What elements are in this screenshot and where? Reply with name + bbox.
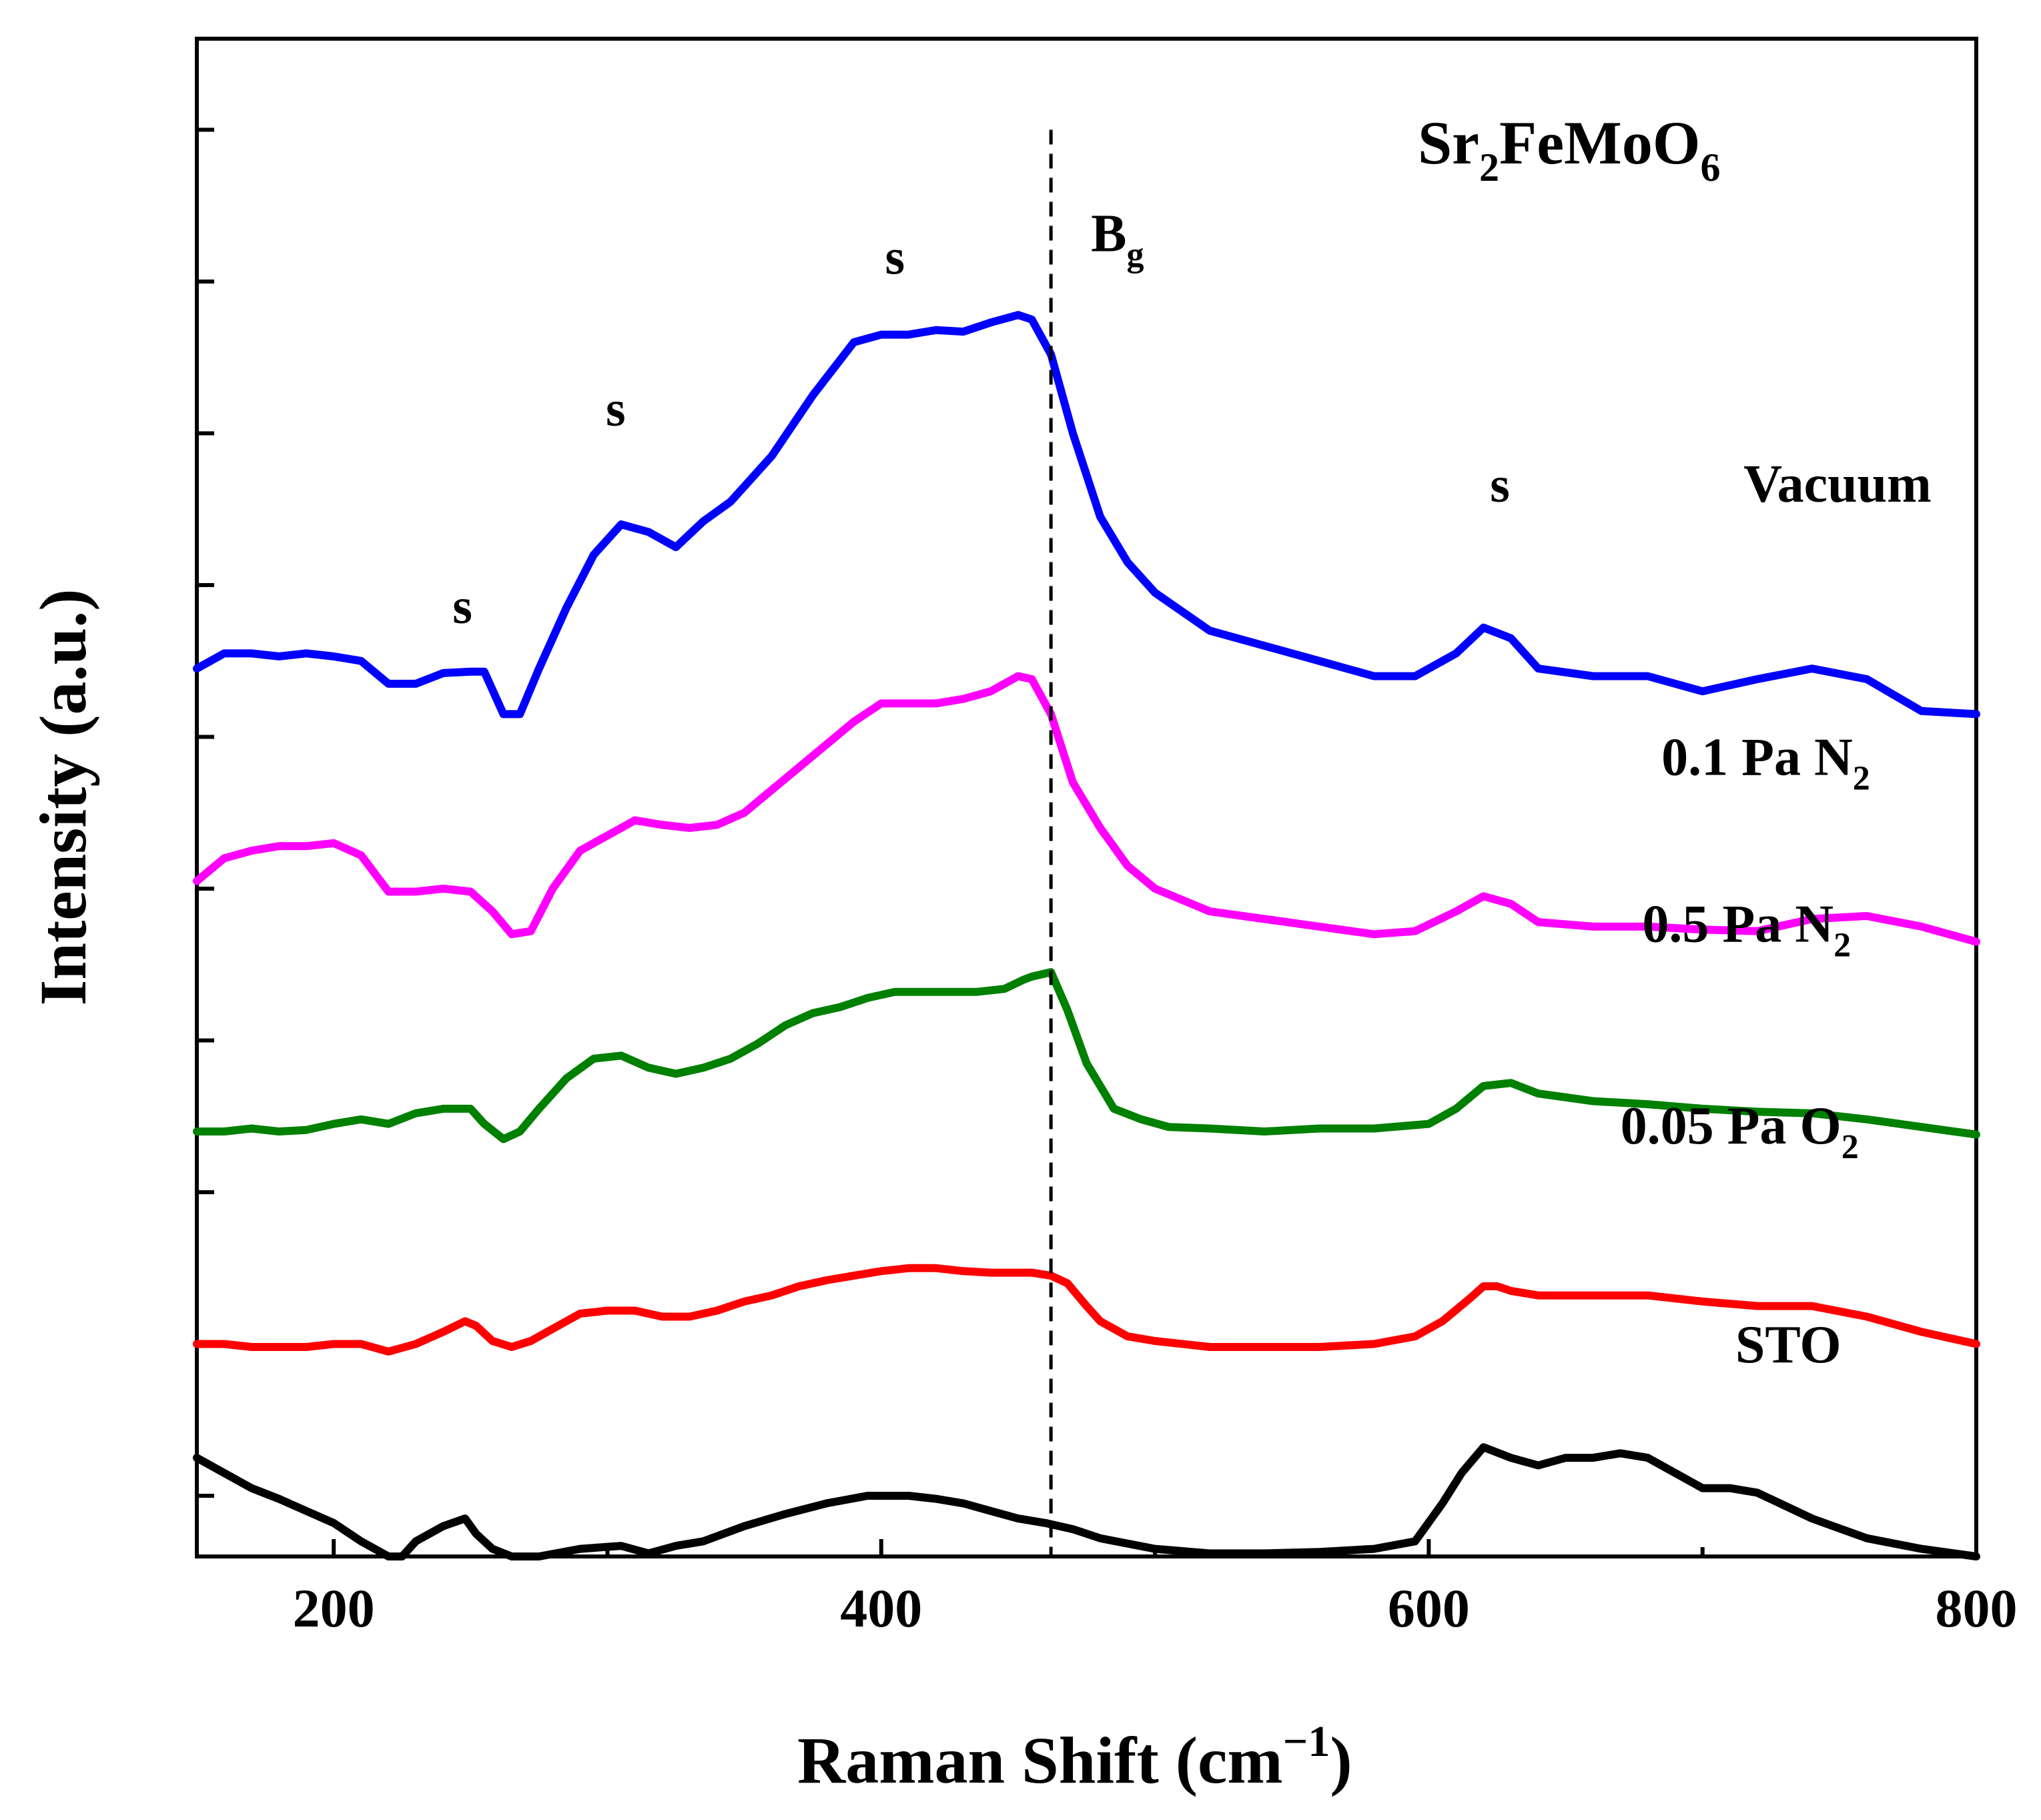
title-main: Sr bbox=[1418, 109, 1479, 177]
series-line-1 bbox=[193, 672, 1980, 946]
peak-label-0: s bbox=[452, 578, 472, 634]
series-line-3 bbox=[193, 1264, 1980, 1356]
peak-labels: s s s s bbox=[452, 230, 1510, 634]
series-label-1: 0.1 Pa N2 bbox=[1661, 728, 1870, 797]
x-tick-label-400: 400 bbox=[840, 1578, 922, 1639]
y-axis-title: Intensity (a.u.) bbox=[26, 588, 100, 1005]
series-label-4: STO bbox=[1735, 1316, 1842, 1374]
title-mid: FeMoO bbox=[1499, 109, 1700, 177]
series-label-2: 0.5 Pa N2 bbox=[1642, 895, 1851, 965]
bg-label: Bg bbox=[1091, 205, 1144, 274]
peak-label-3: s bbox=[1490, 457, 1510, 513]
x-tick-label-200: 200 bbox=[293, 1578, 375, 1639]
title-sub2: 6 bbox=[1700, 145, 1720, 189]
peak-label-1: s bbox=[606, 381, 626, 437]
peak-label-2: s bbox=[885, 230, 905, 286]
chart-title: Sr2FeMoO6 bbox=[1418, 109, 1720, 189]
series-lines bbox=[193, 311, 1980, 1560]
x-axis-ticks: 200 400 600 800 bbox=[293, 1539, 2018, 1639]
plot-frame bbox=[195, 37, 1978, 1558]
series-labels: Vacuum 0.1 Pa N2 0.5 Pa N2 0.05 Pa O2 STO bbox=[1621, 455, 1932, 1374]
series-line-4 bbox=[193, 1443, 1980, 1560]
x-axis-title-main: Raman Shift (cm bbox=[797, 1723, 1283, 1797]
series-label-0: Vacuum bbox=[1743, 455, 1932, 514]
x-axis-title: Raman Shift (cm−1) bbox=[797, 1717, 1352, 1797]
x-axis-title-sup: −1 bbox=[1283, 1717, 1330, 1766]
series-line-0 bbox=[193, 311, 1980, 719]
x-tick-label-800: 800 bbox=[1936, 1578, 2018, 1639]
title-sub1: 2 bbox=[1479, 145, 1499, 189]
series-line-2 bbox=[193, 968, 1980, 1144]
y-axis-ticks bbox=[197, 127, 214, 1498]
series-label-3: 0.05 Pa O2 bbox=[1621, 1097, 1859, 1166]
x-tick-label-600: 600 bbox=[1388, 1578, 1470, 1639]
x-axis-title-close: ) bbox=[1330, 1723, 1352, 1797]
